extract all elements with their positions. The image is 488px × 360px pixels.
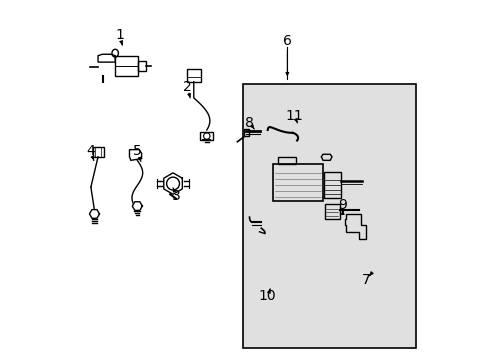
Polygon shape	[132, 202, 142, 210]
Text: 2: 2	[183, 80, 191, 94]
Bar	[323, 172, 340, 198]
Bar	[244, 129, 248, 136]
Bar	[242, 84, 415, 348]
Text: 4: 4	[86, 144, 95, 158]
Polygon shape	[163, 173, 182, 194]
Bar	[93, 147, 104, 157]
Text: 6: 6	[283, 34, 291, 48]
Text: 7: 7	[361, 273, 369, 287]
Polygon shape	[89, 210, 99, 218]
Text: 1: 1	[115, 28, 123, 42]
Bar	[324, 204, 339, 219]
Text: 5: 5	[133, 144, 142, 158]
Bar	[200, 132, 213, 140]
Text: 11: 11	[285, 109, 303, 123]
Bar	[272, 164, 323, 202]
Bar	[186, 69, 201, 82]
Text: 8: 8	[245, 116, 254, 130]
Text: 10: 10	[258, 289, 276, 303]
Text: 9: 9	[338, 198, 346, 212]
Bar	[278, 157, 295, 164]
Bar	[138, 61, 146, 71]
Text: 3: 3	[172, 189, 181, 203]
